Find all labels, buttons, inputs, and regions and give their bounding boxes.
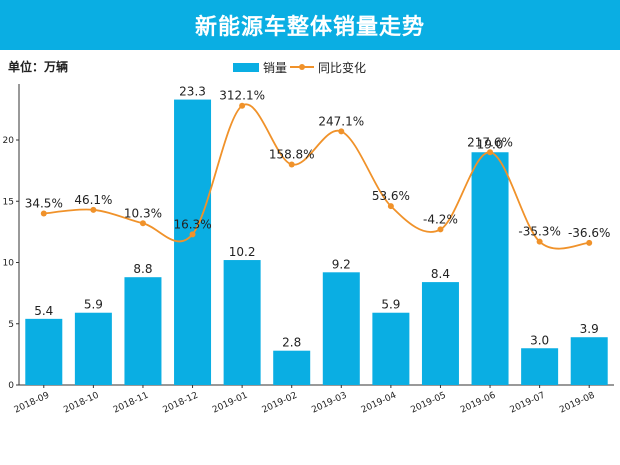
yoy-marker xyxy=(536,238,543,245)
yoy-marker xyxy=(437,226,444,233)
yoy-value-label: 312.1% xyxy=(219,89,265,103)
yoy-value-label: 10.3% xyxy=(124,206,162,220)
x-tick-label: 2018-12 xyxy=(161,391,199,416)
bar xyxy=(421,282,459,385)
bar xyxy=(124,277,162,385)
yoy-marker xyxy=(239,102,246,109)
yoy-marker xyxy=(189,231,196,238)
bar xyxy=(223,260,261,385)
yoy-value-label: -35.3% xyxy=(518,225,560,239)
bar xyxy=(521,348,559,385)
yoy-marker xyxy=(586,239,593,246)
bar xyxy=(570,337,608,385)
bar-value-label: 10.2 xyxy=(229,245,256,259)
bar xyxy=(25,318,63,385)
y-tick-label: 10 xyxy=(3,259,15,269)
bar-value-label: 3.9 xyxy=(580,322,599,336)
unit-label: 单位：万辆 xyxy=(8,59,68,74)
bar-value-label: 3.0 xyxy=(530,333,549,347)
bar-value-label: 2.8 xyxy=(282,336,301,350)
yoy-value-label: 158.8% xyxy=(269,148,315,162)
x-tick-label: 2019-06 xyxy=(459,391,498,416)
yoy-marker xyxy=(487,149,494,156)
bar-value-label: 5.9 xyxy=(381,298,400,312)
bar-value-label: 19.0 xyxy=(477,137,504,151)
yoy-marker xyxy=(40,210,47,217)
bar xyxy=(372,312,410,385)
bar-value-label: 8.4 xyxy=(431,267,450,281)
yoy-marker xyxy=(387,203,394,210)
x-tick-label: 2019-07 xyxy=(509,391,547,416)
yoy-marker xyxy=(139,220,146,227)
x-tick-label: 2019-01 xyxy=(211,391,249,416)
bar xyxy=(273,350,311,385)
y-tick-label: 20 xyxy=(3,136,15,146)
yoy-value-label: -4.2% xyxy=(423,212,458,226)
title-banner: 新能源车整体销量走势 xyxy=(0,0,620,50)
x-tick-label: 2019-03 xyxy=(310,391,348,416)
bar-value-label: 9.2 xyxy=(332,257,351,271)
x-tick-label: 2019-05 xyxy=(409,391,447,416)
yoy-value-label: 34.5% xyxy=(25,197,63,211)
yoy-value-label: 53.6% xyxy=(372,189,410,203)
bar-value-label: 8.8 xyxy=(133,262,152,276)
bar-value-label: 5.9 xyxy=(84,298,103,312)
yoy-value-label: 16.3% xyxy=(173,217,211,231)
yoy-marker xyxy=(90,206,97,213)
y-tick-label: 15 xyxy=(3,197,14,207)
chart-title: 新能源车整体销量走势 xyxy=(194,15,425,40)
y-tick-label: 5 xyxy=(8,320,14,330)
x-tick-label: 2018-09 xyxy=(13,391,52,416)
x-tick-label: 2019-04 xyxy=(360,391,399,416)
yoy-marker xyxy=(338,128,345,135)
bar xyxy=(322,272,360,385)
x-tick-label: 2019-08 xyxy=(558,391,597,416)
bar xyxy=(471,152,509,385)
legend-swatch-bar xyxy=(233,63,259,72)
x-tick-label: 2018-10 xyxy=(62,391,101,416)
bar-value-label: 23.3 xyxy=(179,85,206,99)
yoy-marker xyxy=(288,161,295,168)
yoy-value-label: 46.1% xyxy=(74,193,112,207)
yoy-value-label: 247.1% xyxy=(318,114,364,128)
bar-value-label: 5.4 xyxy=(34,304,53,318)
yoy-value-label: 217.6% xyxy=(467,135,513,149)
x-tick-label: 2018-11 xyxy=(112,391,150,416)
legend-label-bar: 销量 xyxy=(263,61,287,75)
yoy-value-label: -36.6% xyxy=(568,226,610,240)
y-tick-label: 0 xyxy=(8,381,14,391)
legend-label-line: 同比变化 xyxy=(318,60,366,75)
legend-marker-line xyxy=(299,64,305,70)
x-tick-label: 2019-02 xyxy=(261,391,299,416)
bar xyxy=(74,312,112,385)
